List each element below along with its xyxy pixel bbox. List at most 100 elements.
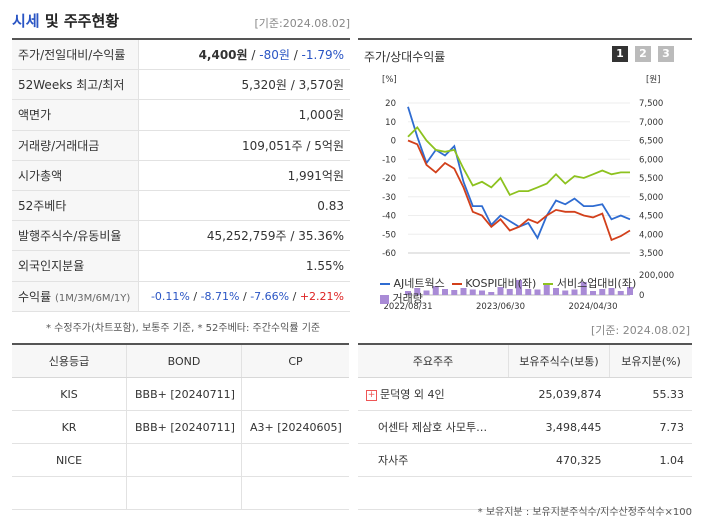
quote-label: 주가/전일대비/수익률 bbox=[12, 38, 139, 71]
quote-label: 거래량/거래대금 bbox=[12, 130, 139, 161]
volume-bar bbox=[414, 288, 421, 295]
x-tick-label: 2022/08/31 bbox=[384, 302, 433, 312]
left-tick-label: 20 bbox=[385, 99, 396, 109]
col-header: 주요주주 bbox=[358, 343, 509, 378]
quote-label: 52주베타 bbox=[12, 190, 139, 222]
right-tick-label: 4,000 bbox=[639, 230, 663, 240]
volume-bar bbox=[460, 288, 467, 295]
table-cell: A3+ [20240605] bbox=[241, 410, 349, 444]
table-cell: 25,039,874 bbox=[508, 377, 610, 411]
quote-row-return: 수익률 (1M/3M/6M/1Y) -0.11% / -8.71% / -7.6… bbox=[12, 281, 350, 312]
volume-bar bbox=[497, 287, 504, 295]
table-cell: 470,325 bbox=[508, 443, 610, 477]
volume-bar bbox=[553, 288, 559, 295]
right-tick-label: 6,500 bbox=[639, 137, 663, 147]
quote-value: -0.11% / -8.71% / -7.66% / +2.21% bbox=[138, 281, 350, 312]
volume-bar bbox=[590, 291, 596, 295]
credit-rating-table: 신용등급 BOND CP KIS BBB+ [20240711] KR BBB+ [… bbox=[12, 343, 349, 510]
left-tick-label: -50 bbox=[382, 230, 396, 240]
quote-value: 1,991억원 bbox=[138, 160, 350, 191]
table-cell bbox=[609, 476, 692, 510]
quote-value: 0.83 bbox=[138, 190, 350, 222]
quote-value: 1,000원 bbox=[138, 99, 350, 131]
volume-bar bbox=[451, 290, 458, 295]
volume-bar bbox=[405, 291, 411, 295]
table-cell bbox=[508, 476, 610, 510]
left-tick-label: -20 bbox=[382, 174, 396, 184]
left-tick-label: -40 bbox=[382, 212, 396, 222]
right-tick-label: 5,000 bbox=[639, 193, 663, 203]
series-kospi-relative-line bbox=[407, 139, 631, 242]
chart-page-2-button[interactable]: 2 bbox=[635, 46, 651, 62]
table-row: KIS BBB+ [20240711] bbox=[12, 377, 349, 411]
chart-page-1-button[interactable]: 1 bbox=[612, 46, 628, 62]
table-row bbox=[12, 476, 349, 510]
quote-row-par: 액면가 1,000원 bbox=[12, 99, 350, 131]
quote-value: 45,252,759주 / 35.36% bbox=[138, 220, 350, 252]
right-tick-label: 7,500 bbox=[639, 99, 663, 109]
chart-legend: AJ네트웍스 KOSPI대비(좌) 서비스업대비(좌) 거래량 bbox=[380, 276, 700, 306]
volume-bar bbox=[599, 289, 606, 295]
legend-volume: 거래량 bbox=[380, 292, 423, 305]
table-row: + 문덕영 외 4인 25,039,874 55.33 bbox=[358, 377, 692, 411]
quote-footnote: * 수정주가(차트포함), 보통주 기준, * 52주베타: 주간수익률 기준 bbox=[46, 323, 321, 334]
quote-row-volume: 거래량/거래대금 109,051주 / 5억원 bbox=[12, 130, 350, 161]
quote-label: 시가총액 bbox=[12, 160, 139, 191]
table-row: 어센타 제삼호 사모투… 3,498,445 7.73 bbox=[358, 410, 692, 444]
table-row: NICE bbox=[12, 443, 349, 477]
table-cell bbox=[126, 443, 242, 477]
right-tick-label: 7,000 bbox=[639, 118, 663, 128]
chart-page-3-button[interactable]: 3 bbox=[658, 46, 674, 62]
quote-row-mcap: 시가총액 1,991억원 bbox=[12, 160, 350, 191]
legend-kospi-relative: KOSPI대비(좌) bbox=[451, 277, 536, 290]
shareholder-name: 자사주 bbox=[358, 443, 509, 477]
col-header: 신용등급 bbox=[12, 343, 127, 378]
reference-date-2: [기준: 2024.08.02] bbox=[590, 324, 690, 337]
table-row: 자사주 470,325 1.04 bbox=[358, 443, 692, 477]
quote-row-price: 주가/전일대비/수익률 4,400원 / -80원 / -1.79% bbox=[12, 38, 350, 71]
volume-bar bbox=[469, 289, 476, 295]
volume-tick-label: 0 bbox=[639, 291, 644, 301]
left-tick-label: -10 bbox=[382, 155, 396, 165]
page-title: 시세 및 주주현황 bbox=[12, 12, 120, 30]
quote-value: 5,320원 / 3,570원 bbox=[138, 69, 350, 101]
col-header: BOND bbox=[126, 343, 242, 378]
table-cell bbox=[241, 443, 349, 477]
quote-label: 외국인지분율 bbox=[12, 250, 139, 282]
volume-bar bbox=[488, 292, 495, 295]
volume-bar bbox=[617, 291, 624, 295]
table-cell: 1.04 bbox=[609, 443, 692, 477]
right-tick-label: 5,500 bbox=[639, 174, 663, 184]
volume-bar bbox=[423, 290, 430, 295]
table-cell: BBB+ [20240711] bbox=[126, 377, 242, 411]
table-cell bbox=[241, 476, 349, 510]
table-cell: BBB+ [20240711] bbox=[126, 410, 242, 444]
reference-date: [기준:2024.08.02] bbox=[254, 17, 350, 30]
right-tick-label: 4,500 bbox=[639, 212, 663, 222]
volume-bar bbox=[543, 283, 550, 295]
left-tick-label: 0 bbox=[391, 137, 396, 147]
quote-row-foreign: 외국인지분율 1.55% bbox=[12, 250, 350, 282]
volume-bar bbox=[562, 290, 569, 295]
left-axis-unit: [%] bbox=[382, 75, 397, 85]
quote-label: 액면가 bbox=[12, 99, 139, 131]
shareholder-name[interactable]: + 문덕영 외 4인 bbox=[358, 377, 509, 411]
chart-title: 주가/상대수익률 bbox=[364, 50, 446, 64]
col-header: CP bbox=[241, 343, 349, 378]
table-row: KR BBB+ [20240711] A3+ [20240605] bbox=[12, 410, 349, 444]
volume-bar bbox=[571, 289, 578, 295]
quote-label: 발행주식수/유동비율 bbox=[12, 220, 139, 252]
major-shareholders-table: 주요주주 보유주식수(보통) 보유지분(%) + 문덕영 외 4인 25,039,… bbox=[358, 343, 692, 510]
table-cell bbox=[12, 476, 127, 510]
expand-plus-icon[interactable]: + bbox=[366, 389, 377, 401]
left-tick-label: -60 bbox=[382, 249, 396, 259]
right-axis-unit: [원] bbox=[646, 75, 660, 85]
table-cell: 3,498,445 bbox=[508, 410, 610, 444]
legend-service-relative: 서비스업대비(좌) bbox=[543, 277, 636, 290]
shareholder-name bbox=[358, 476, 509, 510]
series-service-relative-line bbox=[407, 126, 630, 197]
quote-row-beta: 52주베타 0.83 bbox=[12, 190, 350, 222]
shareholder-name: 어센타 제삼호 사모투… bbox=[358, 410, 509, 444]
table-cell bbox=[126, 476, 242, 510]
volume-bar bbox=[432, 286, 439, 295]
